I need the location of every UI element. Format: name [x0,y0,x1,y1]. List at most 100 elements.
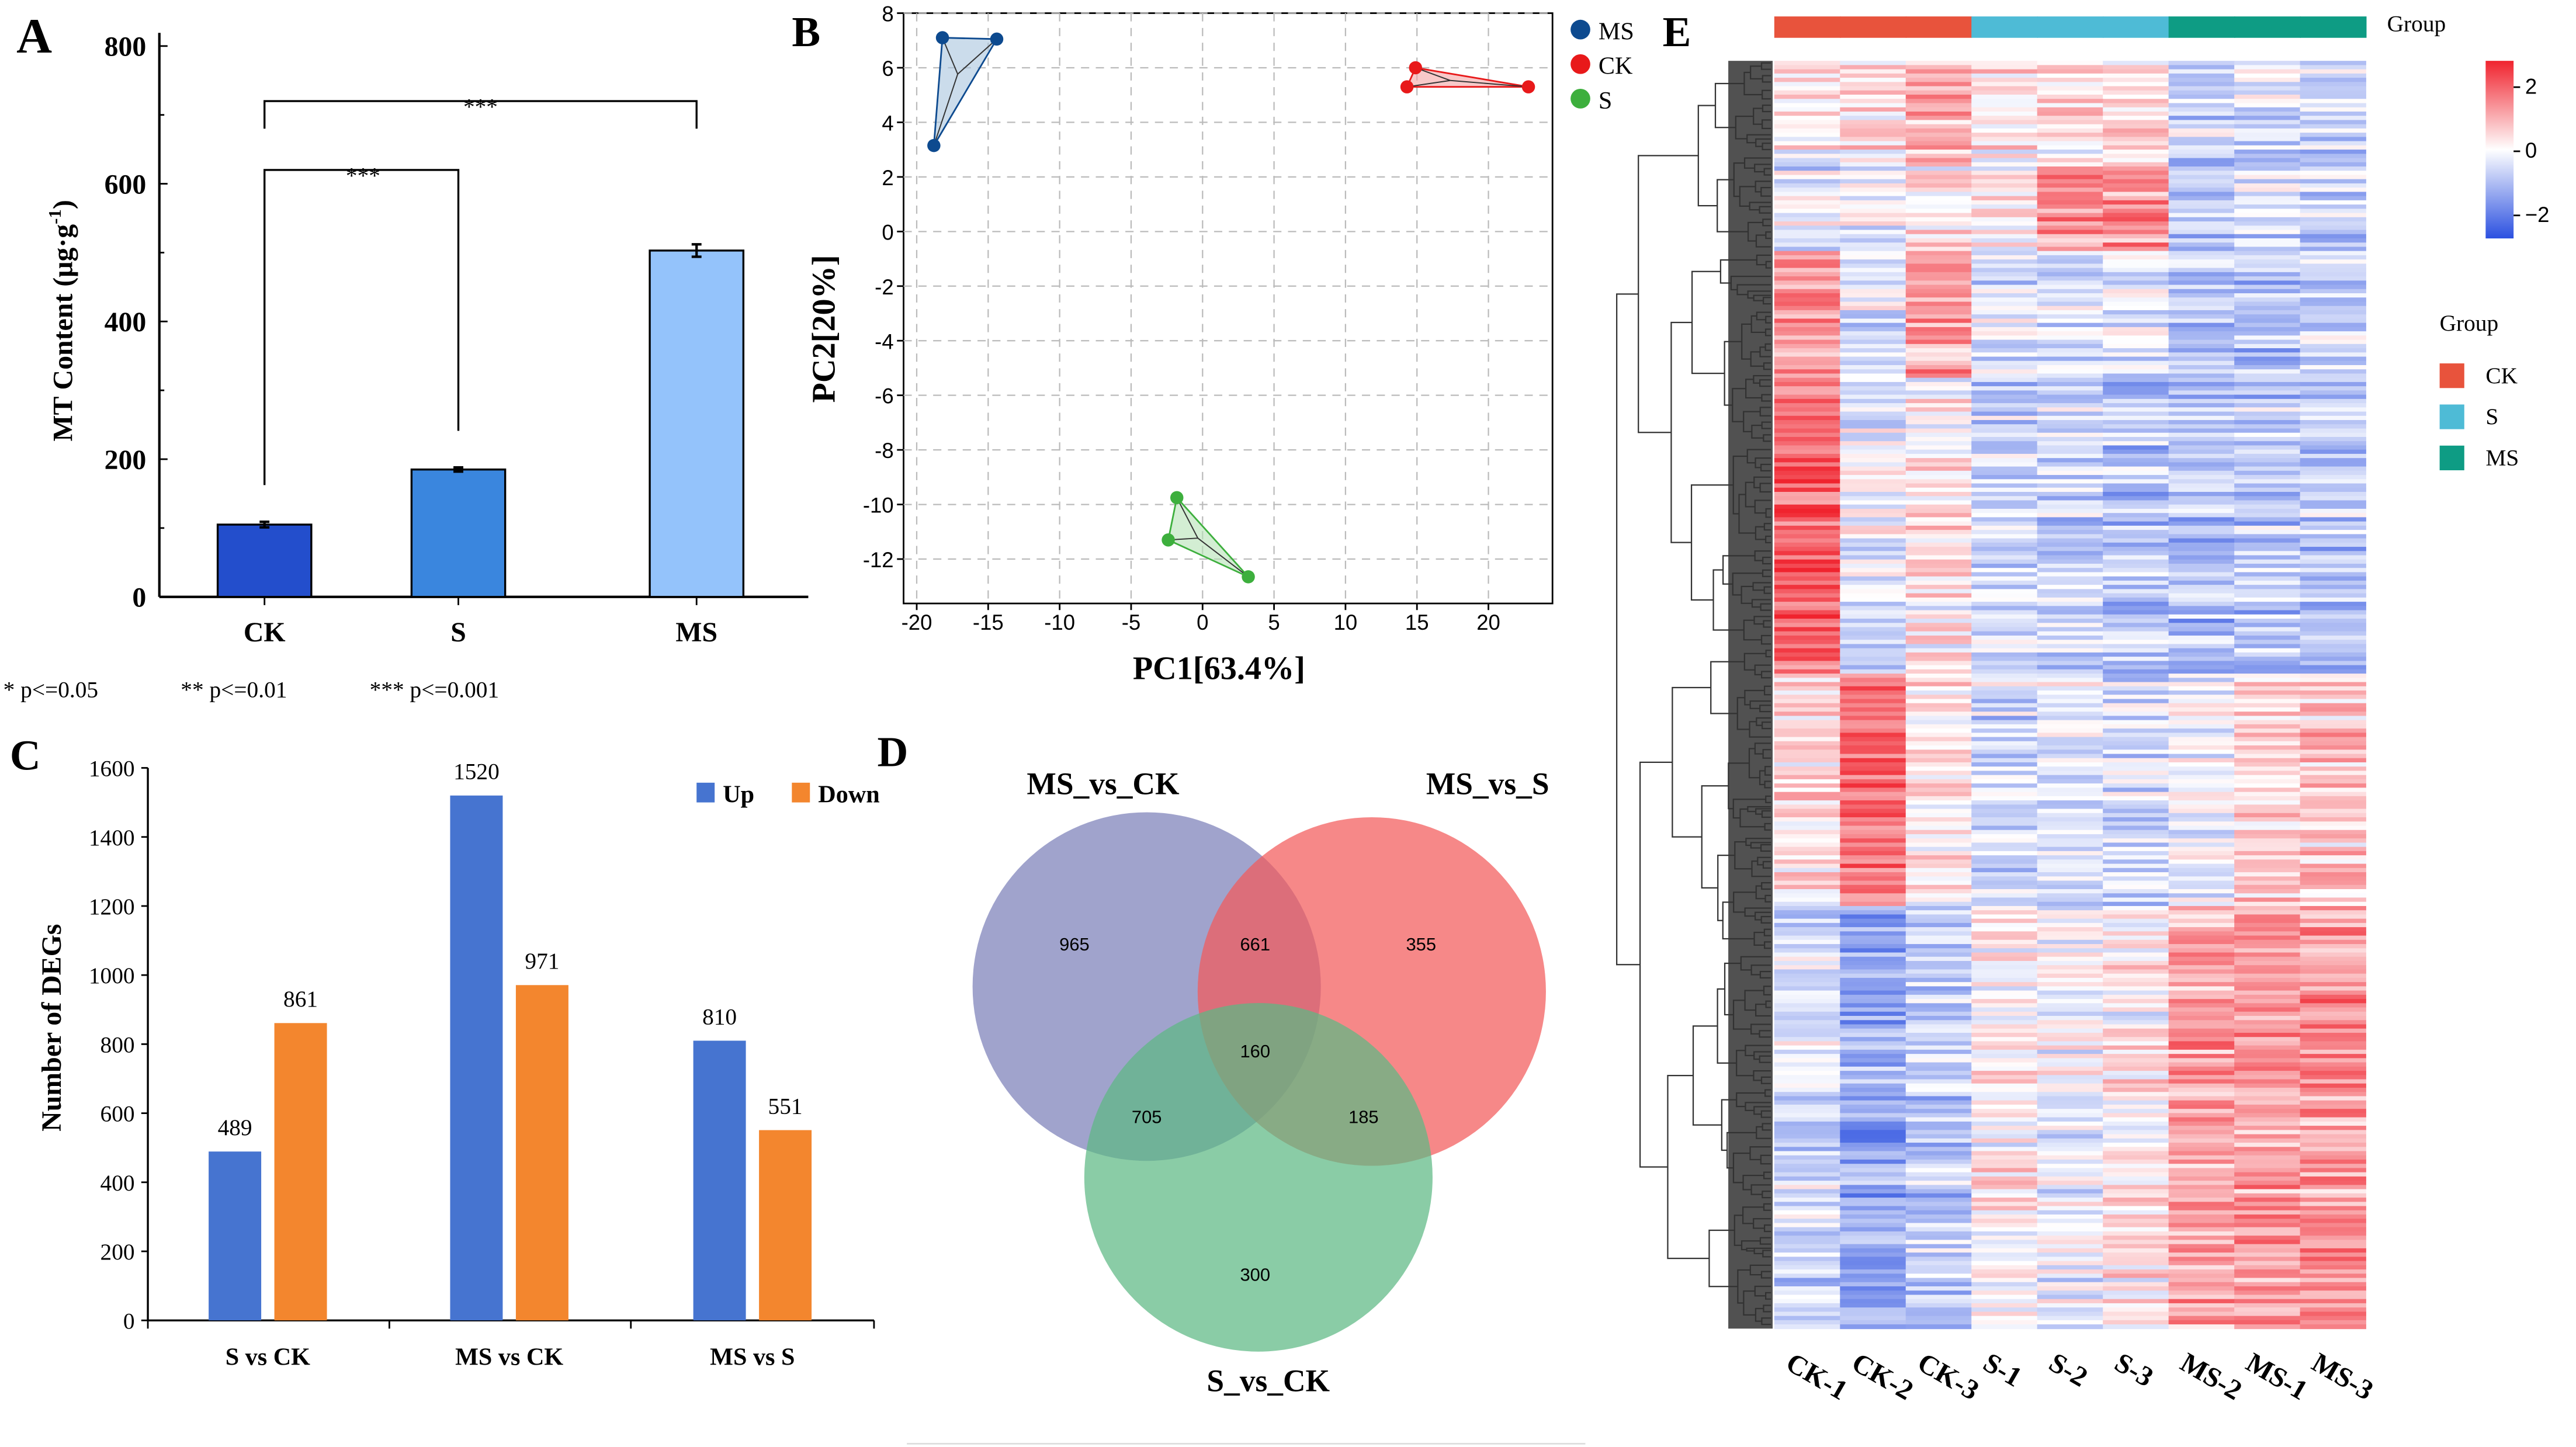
heatmap-cell [2300,1045,2366,1050]
heatmap-cell [1774,1206,1841,1211]
heatmap-cell [1840,1324,1906,1330]
heatmap-cell [2168,576,2235,581]
heatmap-cell [2168,255,2235,260]
heatmap-cell [2037,259,2104,265]
heatmap-cell [2037,935,2104,941]
heatmap-cell [2234,449,2301,454]
heatmap-cell [2300,665,2366,670]
heatmap-cell [1905,555,1972,560]
heatmap-cell [2037,1223,2104,1228]
heatmap-cell [2168,209,2235,214]
heatmap-cell [2103,1151,2169,1156]
heatmap-cell [2103,1278,2169,1283]
heatmap-cell [2103,1083,2169,1088]
heatmap-cell [2037,905,2104,911]
heatmap-cell [1971,314,2038,320]
legend-marker-ck [1570,54,1590,74]
heatmap-cell [2168,1054,2235,1059]
heatmap-cell [2168,905,2235,911]
heatmap-cell [2300,741,2366,746]
heatmap-cell [2103,297,2169,303]
heatmap-cell [2300,982,2366,987]
heatmap-cell [1971,154,2038,159]
heatmap-cell [1905,880,1972,886]
heatmap-cell [2037,343,2104,349]
heatmap-cell [2168,192,2235,197]
heatmap-cell [1840,95,1906,100]
heatmap-cell [2103,196,2169,201]
heatmap-cell [1840,1054,1906,1059]
heatmap-cell [2234,1299,2301,1304]
heatmap-cell [2234,1045,2301,1050]
heatmap-cell [1840,1307,1906,1313]
heatmap-cell [1905,1121,1972,1126]
heatmap-cell [2168,745,2235,751]
heatmap-cell [2103,973,2169,978]
heatmap-cell [2168,563,2235,569]
heatmap-cell [2234,1248,2301,1253]
heatmap-cell [2234,251,2301,256]
x-tick-label: -10 [1044,610,1075,634]
heatmap-cell [1774,196,1841,201]
heatmap-cell [1774,445,1841,450]
heatmap-cell [1905,846,1972,852]
heatmap-cell [2234,821,2301,827]
heatmap-cell [2300,449,2366,454]
heatmap-cell [2168,458,2235,463]
heatmap-cell [1971,1100,2038,1105]
heatmap-cell [2300,525,2366,530]
heatmap-cell [1905,1100,1972,1105]
heatmap-cell [1840,504,1906,509]
heatmap-cell [2103,268,2169,273]
heatmap-cell [2037,830,2104,835]
heatmap-cell [1905,394,1972,400]
heatmap-cell [1905,977,1972,983]
heatmap-cell [1774,116,1841,121]
heatmap-cell [2037,166,2104,172]
heatmap-cell [1905,61,1972,66]
heatmap-cell [2234,1113,2301,1118]
heatmap-cell [2103,1168,2169,1173]
heatmap-cell [2103,657,2169,662]
heatmap-cell [1774,1075,1841,1080]
heatmap-cell [2037,525,2104,530]
heatmap-cell [2300,1202,2366,1207]
heatmap-cell [2300,602,2366,607]
heatmap-cell [1905,678,1972,683]
heatmap-cell [2234,280,2301,286]
heatmap-cell [2234,86,2301,91]
heatmap-cell [1971,492,2038,497]
heatmap-cell [2168,652,2235,657]
heatmap-cell [2234,610,2301,615]
heatmap-cell [1971,145,2038,150]
heatmap-cell [1774,124,1841,129]
heatmap-cell [2168,445,2235,450]
heatmap-cell [2300,247,2366,252]
heatmap-cell [1840,381,1906,387]
group-legend-swatch-ck [2439,363,2464,388]
heatmap-cell [1905,952,1972,957]
heatmap-cell [2234,741,2301,746]
heatmap-cell [1774,247,1841,252]
heatmap-cell [2103,348,2169,353]
heatmap-cell [1774,623,1841,628]
group-hull-s [1167,495,1249,578]
heatmap-cell [2168,116,2235,121]
heatmap-cell [1905,745,1972,751]
heatmap-cell [2037,1189,2104,1194]
heatmap-cell [2168,817,2235,823]
heatmap-cell [1905,834,1972,839]
heatmap-cell [1971,487,2038,492]
legend-marker-s [1570,88,1590,109]
heatmap-cell [1971,1303,2038,1309]
heatmap-cell [2103,213,2169,218]
heatmap-cell [2300,880,2366,886]
heatmap-cell [1774,893,1841,898]
heatmap-cell [2037,737,2104,742]
heatmap-cell [2168,982,2235,987]
heatmap-cell [2168,783,2235,789]
heatmap-cell [2300,175,2366,180]
heatmap-cell [2168,1311,2235,1317]
heatmap-cell [2037,504,2104,509]
heatmap-cell [1774,846,1841,852]
